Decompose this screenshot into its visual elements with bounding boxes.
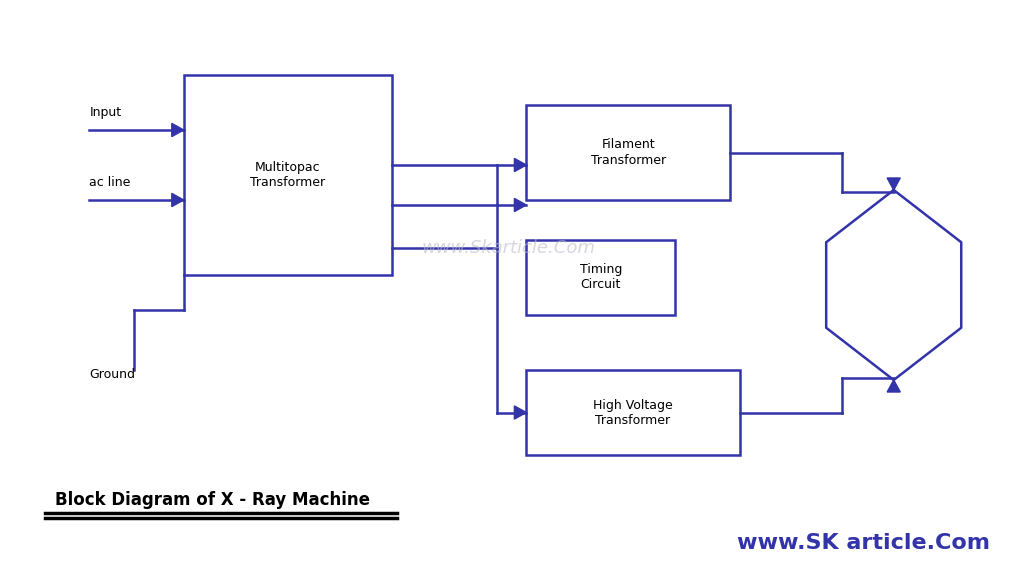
Polygon shape xyxy=(514,158,526,172)
Polygon shape xyxy=(514,198,526,211)
Text: Block Diagram of X - Ray Machine: Block Diagram of X - Ray Machine xyxy=(54,491,370,509)
Text: Multitopac
Transformer: Multitopac Transformer xyxy=(251,161,326,189)
Polygon shape xyxy=(514,406,526,419)
Text: ac line: ac line xyxy=(89,176,131,189)
Text: Ground: Ground xyxy=(89,368,135,381)
Polygon shape xyxy=(172,123,183,137)
Text: High Voltage
Transformer: High Voltage Transformer xyxy=(593,399,673,426)
Text: Filament
Transformer: Filament Transformer xyxy=(591,138,666,166)
FancyBboxPatch shape xyxy=(526,370,739,455)
Text: www.SK article.Com: www.SK article.Com xyxy=(737,533,990,553)
FancyBboxPatch shape xyxy=(526,105,730,200)
Text: Input: Input xyxy=(89,106,122,119)
Text: Timing
Circuit: Timing Circuit xyxy=(580,263,622,291)
Polygon shape xyxy=(887,178,900,190)
FancyBboxPatch shape xyxy=(526,240,675,315)
FancyBboxPatch shape xyxy=(183,75,392,275)
Text: www.Skarticle.Com: www.Skarticle.Com xyxy=(422,239,595,257)
Polygon shape xyxy=(172,194,183,207)
Polygon shape xyxy=(887,380,900,392)
